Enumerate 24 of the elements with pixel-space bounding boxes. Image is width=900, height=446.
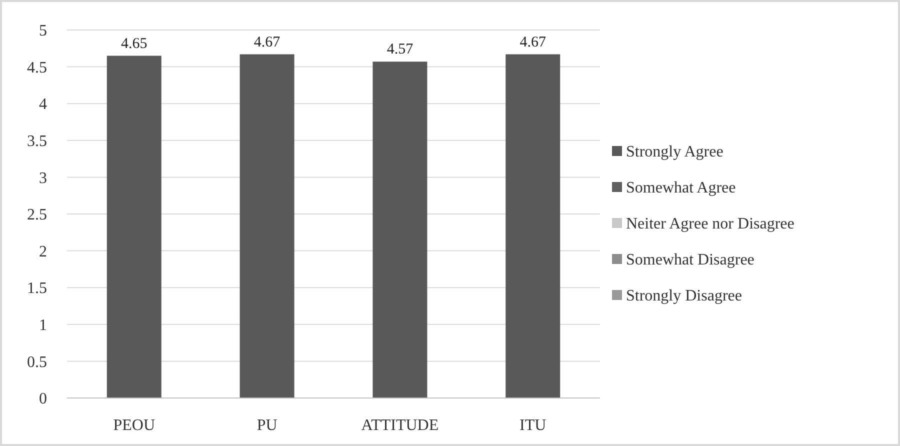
legend-label: Somewhat Disagree — [626, 252, 754, 269]
y-tick-label: 3.5 — [27, 133, 47, 150]
y-tick-label: 2.5 — [27, 206, 47, 224]
legend-label: Strongly Agree — [626, 144, 724, 161]
legend-label: Neiter Agree nor Disagree — [626, 216, 794, 233]
data-label: 4.67 — [254, 34, 281, 50]
data-label: 4.57 — [386, 42, 414, 58]
x-tick-label: PEOU — [113, 417, 156, 434]
y-tick-label: 1.5 — [27, 280, 47, 298]
y-tick-label: 4.5 — [27, 59, 47, 76]
x-tick-label: PU — [256, 417, 278, 434]
y-tick-label: 0.5 — [27, 354, 47, 371]
legend-label: Somewhat Agree — [626, 180, 736, 197]
y-tick-label: 1 — [39, 317, 47, 334]
x-tick-label: ITU — [520, 417, 547, 434]
data-label: 4.65 — [121, 36, 148, 52]
y-tick-label: 5 — [39, 22, 47, 40]
y-tick-label: 2 — [39, 243, 47, 260]
y-tick-label: 0 — [39, 390, 47, 408]
data-label: 4.67 — [520, 34, 546, 50]
x-tick-label: ATTITUDE — [361, 417, 439, 434]
legend-label: Strongly Disagree — [626, 288, 742, 305]
y-tick-label: 4 — [39, 96, 47, 114]
y-tick-label: 3 — [39, 170, 47, 187]
